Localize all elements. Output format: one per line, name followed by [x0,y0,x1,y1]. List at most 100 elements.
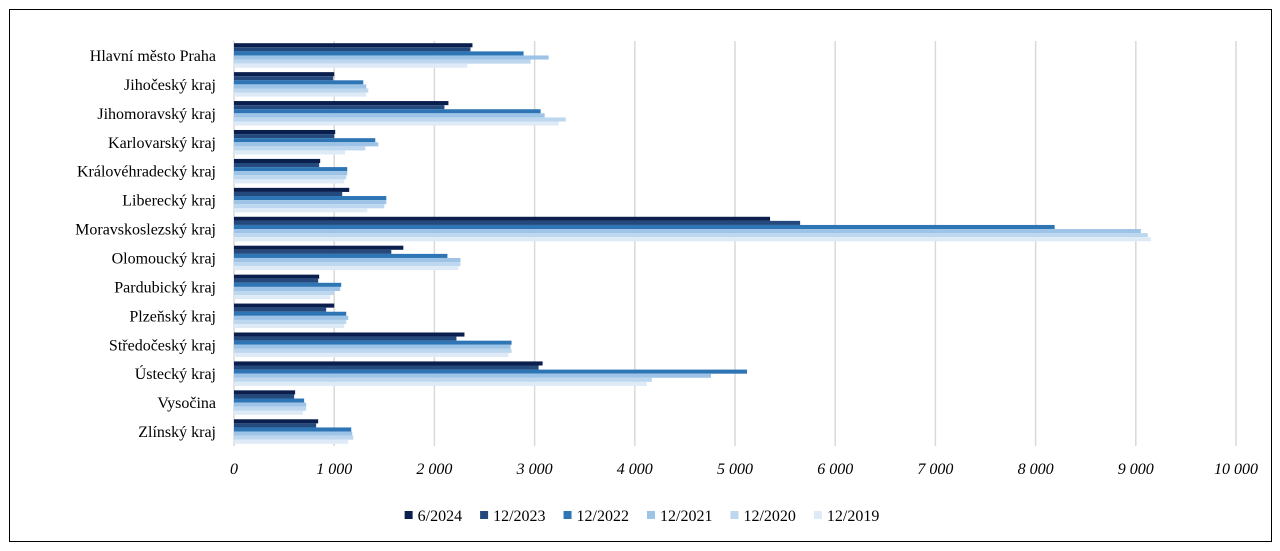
bar [234,171,348,176]
bar [234,88,369,93]
category-label: Ústecký kraj [135,364,216,383]
bar [234,390,296,395]
bar [234,307,327,312]
bar [234,427,352,432]
bar [234,63,468,68]
bar [234,423,317,428]
category-label: Moravskoslezský kraj [75,222,216,239]
legend-swatch [404,511,413,519]
bar [234,59,531,64]
x-tick-labels: 0 1 000 2 000 3 000 4 000 5 000 6 000 7 000 8 00… [230,461,1258,478]
bar [234,319,347,324]
bar [234,435,354,440]
bar [234,80,364,85]
bar [234,158,321,164]
x-tick-label: 1 000 [316,461,352,478]
bar [234,187,350,192]
category-label: Středočeský kraj [109,337,216,354]
bar [234,398,305,403]
bar [234,282,342,287]
legend-swatch [730,511,739,519]
bar [234,92,367,97]
bar [234,352,509,358]
bar [234,47,471,52]
category-label: Zlínský kraj [138,424,216,441]
bar [234,262,461,267]
bar [234,146,366,151]
bar [234,348,512,353]
bar [234,249,392,254]
legend: 6/2024 12/2023 12/2022 12/2021 12/2020 12/201… [404,508,879,525]
bar [234,373,711,378]
bar [234,51,524,56]
legend-label: 12/2022 [577,508,629,525]
bar [234,208,368,213]
legend-label: 12/2020 [743,508,795,525]
bar [234,278,319,283]
bar [234,134,335,139]
bar [234,245,404,250]
bar [234,84,367,89]
bar [234,200,387,205]
bar [234,419,319,424]
legend-swatch [813,511,822,519]
bar [234,311,347,316]
bar [234,191,343,197]
x-tick-label: 6 000 [817,461,853,478]
category-label: Plzeňský kraj [129,308,216,325]
bar [234,290,335,296]
bar [234,369,748,374]
bar [234,402,307,407]
bar [234,175,347,180]
category-label: Pardubický kraj [114,279,216,296]
legend-swatch [563,511,572,519]
bar [234,101,449,106]
category-label: Olomoucký kraj [112,250,216,267]
bar [234,406,307,411]
bar [234,286,341,291]
x-tick-label: 10 000 [1214,461,1258,478]
bar [234,121,559,126]
bar [234,163,320,168]
bar [234,340,512,345]
bar [234,55,549,60]
bar [234,179,345,184]
bar [234,377,652,382]
legend-swatch [647,511,655,519]
bar [234,43,473,48]
x-tick-label: 9 000 [1118,461,1154,478]
legend-label: 12/2021 [660,508,712,525]
x-tick-label: 4 000 [617,461,653,478]
bar [234,295,331,300]
bar [234,365,539,370]
bar [234,274,320,279]
bar [234,167,348,172]
legend-swatch [480,511,489,519]
category-label: Královéhradecký kraj [77,164,216,181]
category-label: Jihomoravský kraj [97,106,216,123]
bar [234,129,336,135]
bar [234,266,459,271]
bar [234,410,304,415]
bar [234,394,295,399]
bar [234,196,387,201]
bar [234,150,346,155]
bar [234,253,448,258]
bar [234,237,1151,242]
bar [234,323,345,329]
legend-label: 12/2019 [827,508,879,525]
x-tick-label: 2 000 [416,461,452,478]
bar [234,303,335,308]
bar [234,113,545,118]
category-label: Hlavní město Praha [90,48,216,65]
category-label: Karlovarský kraj [108,135,216,152]
x-tick-label: 5 000 [717,461,753,478]
legend-label: 6/2024 [418,508,462,525]
bars [234,43,1151,444]
bar [234,336,457,341]
x-tick-label: 0 [230,461,238,478]
bar [234,315,349,320]
bar [234,332,465,337]
bar [234,72,335,77]
bar [234,138,376,143]
